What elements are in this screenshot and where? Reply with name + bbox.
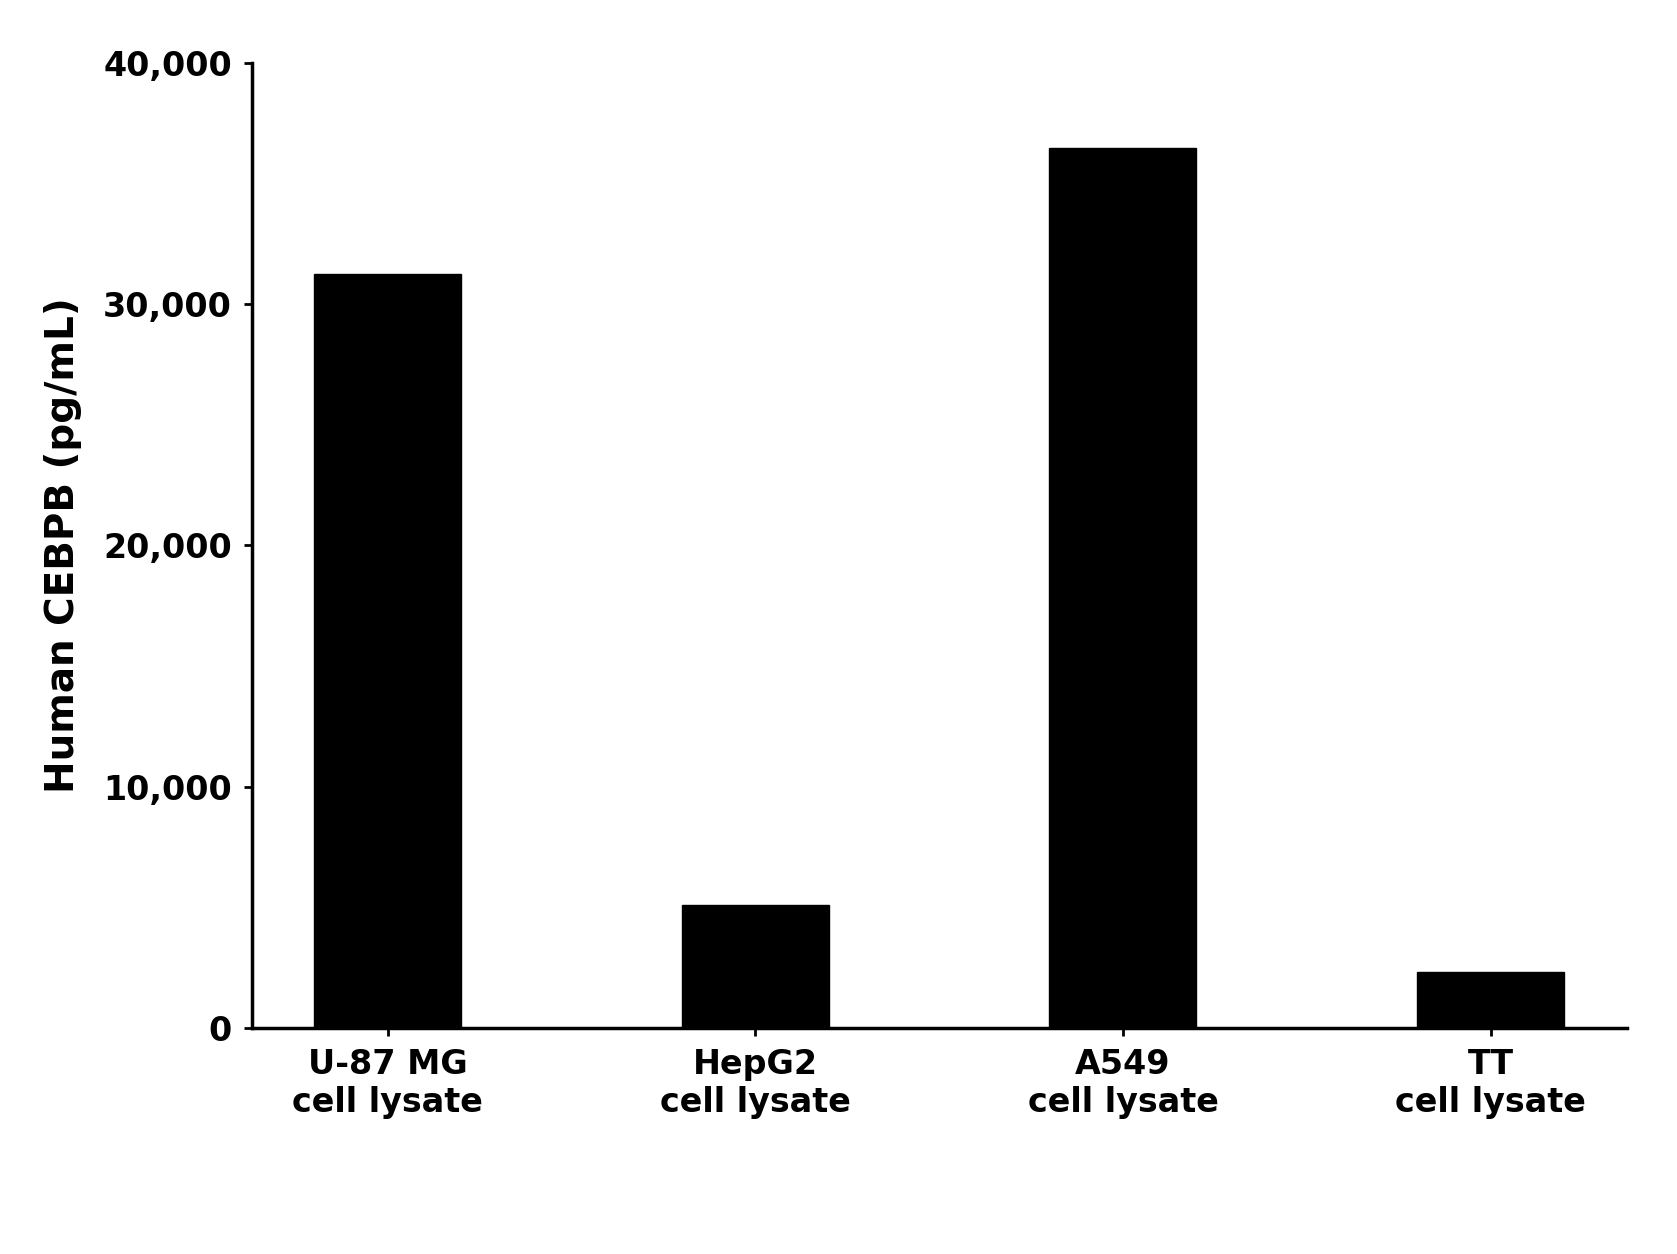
Bar [1050,148,1196,1028]
Y-axis label: Human CEBPB (pg/mL): Human CEBPB (pg/mL) [44,297,82,794]
Bar [314,273,461,1028]
Bar [1417,972,1565,1028]
Bar [683,905,828,1028]
